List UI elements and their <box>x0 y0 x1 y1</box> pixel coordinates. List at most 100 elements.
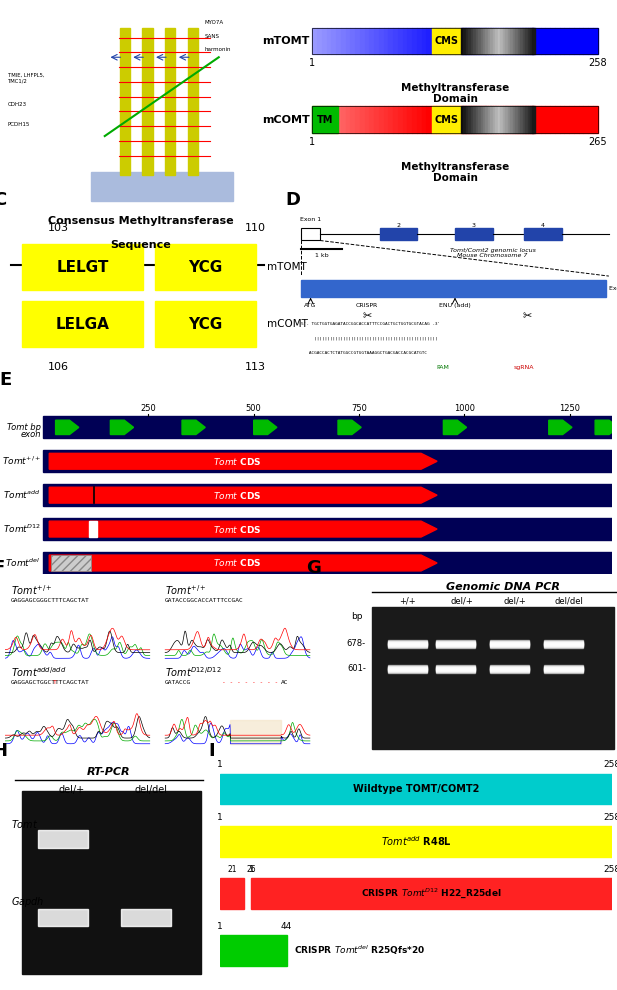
Bar <box>484 28 488 54</box>
Bar <box>465 28 470 54</box>
Bar <box>388 666 427 669</box>
Bar <box>490 644 529 648</box>
Bar <box>473 28 476 54</box>
Bar <box>331 28 336 54</box>
Bar <box>490 642 529 645</box>
Bar <box>510 28 513 54</box>
Bar <box>474 28 479 54</box>
Bar <box>22 791 201 974</box>
Bar <box>593 28 598 54</box>
Bar <box>220 826 612 856</box>
Bar <box>370 107 374 133</box>
Bar <box>220 878 244 909</box>
Bar <box>505 28 508 54</box>
Text: 110: 110 <box>245 224 266 234</box>
Text: CDH23: CDH23 <box>8 103 27 108</box>
Bar <box>493 28 495 54</box>
Bar <box>426 28 431 54</box>
Bar <box>488 107 491 133</box>
Bar <box>493 107 495 133</box>
Bar <box>545 107 550 133</box>
FancyArrow shape <box>444 420 466 435</box>
Bar <box>528 107 530 133</box>
Bar <box>486 107 488 133</box>
Text: mTOMT: mTOMT <box>267 262 307 272</box>
Bar <box>336 28 341 54</box>
Text: sgRNA: sgRNA <box>514 365 534 370</box>
Text: $\it{Gapdh}$: $\it{Gapdh}$ <box>11 895 44 910</box>
Text: 258: 258 <box>603 865 617 874</box>
Bar <box>517 107 521 133</box>
Bar <box>461 107 463 133</box>
Bar <box>393 28 398 54</box>
Bar <box>528 28 530 54</box>
Bar <box>143 28 152 175</box>
Bar <box>388 669 427 673</box>
Bar <box>432 107 461 133</box>
Bar <box>476 107 478 133</box>
Text: del/+: del/+ <box>450 596 473 605</box>
Bar <box>490 641 529 644</box>
Text: 21: 21 <box>227 865 236 874</box>
Bar <box>488 28 493 54</box>
Text: ACGACCACTCTATGGCCGTGGTAAAGGCTGACGACCACGCATGTC: ACGACCACTCTATGGCCGTGGTAAAGGCTGACGACCACGC… <box>301 350 427 354</box>
Bar <box>515 28 518 54</box>
Bar <box>432 28 461 54</box>
Bar <box>488 28 491 54</box>
Text: $\it{Tomt}$$^{D12/D12}$: $\it{Tomt}$$^{D12/D12}$ <box>165 665 222 679</box>
Bar <box>388 28 393 54</box>
Bar <box>490 644 529 646</box>
Text: G: G <box>306 559 321 577</box>
Bar <box>374 28 379 54</box>
Bar <box>43 552 612 574</box>
Bar <box>379 107 384 133</box>
FancyArrow shape <box>49 521 437 537</box>
Text: LELGA: LELGA <box>56 317 110 332</box>
Bar <box>360 107 365 133</box>
Text: 106: 106 <box>48 361 69 371</box>
FancyArrow shape <box>110 420 133 435</box>
Bar <box>550 28 555 54</box>
Bar <box>484 107 488 133</box>
Text: del/+: del/+ <box>59 785 85 795</box>
Bar <box>536 28 540 54</box>
Bar <box>550 107 555 133</box>
Bar <box>370 28 374 54</box>
Text: $\it{Tomt}$ CDS: $\it{Tomt}$ CDS <box>213 524 261 535</box>
Bar <box>524 228 561 241</box>
Text: Consensus Methyltransferase: Consensus Methyltransferase <box>48 216 233 226</box>
Text: RT-PCR: RT-PCR <box>87 767 131 777</box>
Bar <box>436 644 475 648</box>
Bar <box>388 641 427 644</box>
Text: YCG: YCG <box>188 259 222 274</box>
Text: GAGGAGCGGGCTTTCAGCTAT: GAGGAGCGGGCTTTCAGCTAT <box>11 598 90 603</box>
Bar <box>426 107 431 133</box>
Bar <box>521 107 526 133</box>
Bar <box>461 28 463 54</box>
Bar <box>436 107 441 133</box>
Bar <box>470 107 474 133</box>
Bar <box>43 450 612 472</box>
Text: 258: 258 <box>603 813 617 822</box>
Text: TMIE, LHFPL5,
TMC1/2: TMIE, LHFPL5, TMC1/2 <box>8 73 44 84</box>
Bar <box>165 28 175 175</box>
Text: 2: 2 <box>397 223 400 228</box>
Bar <box>398 107 403 133</box>
Bar <box>421 28 426 54</box>
Bar <box>388 644 427 646</box>
Text: 1: 1 <box>217 760 223 769</box>
Bar <box>431 28 436 54</box>
Bar <box>508 107 510 133</box>
Bar <box>326 107 331 133</box>
Bar <box>503 28 507 54</box>
Bar <box>544 666 582 669</box>
Bar <box>526 107 531 133</box>
Bar <box>336 107 341 133</box>
Bar <box>481 107 483 133</box>
Bar <box>471 28 473 54</box>
Bar <box>530 28 532 54</box>
Text: 4: 4 <box>541 223 545 228</box>
Bar <box>579 107 584 133</box>
Bar <box>544 642 582 645</box>
Text: mTOMT: mTOMT <box>262 36 309 46</box>
